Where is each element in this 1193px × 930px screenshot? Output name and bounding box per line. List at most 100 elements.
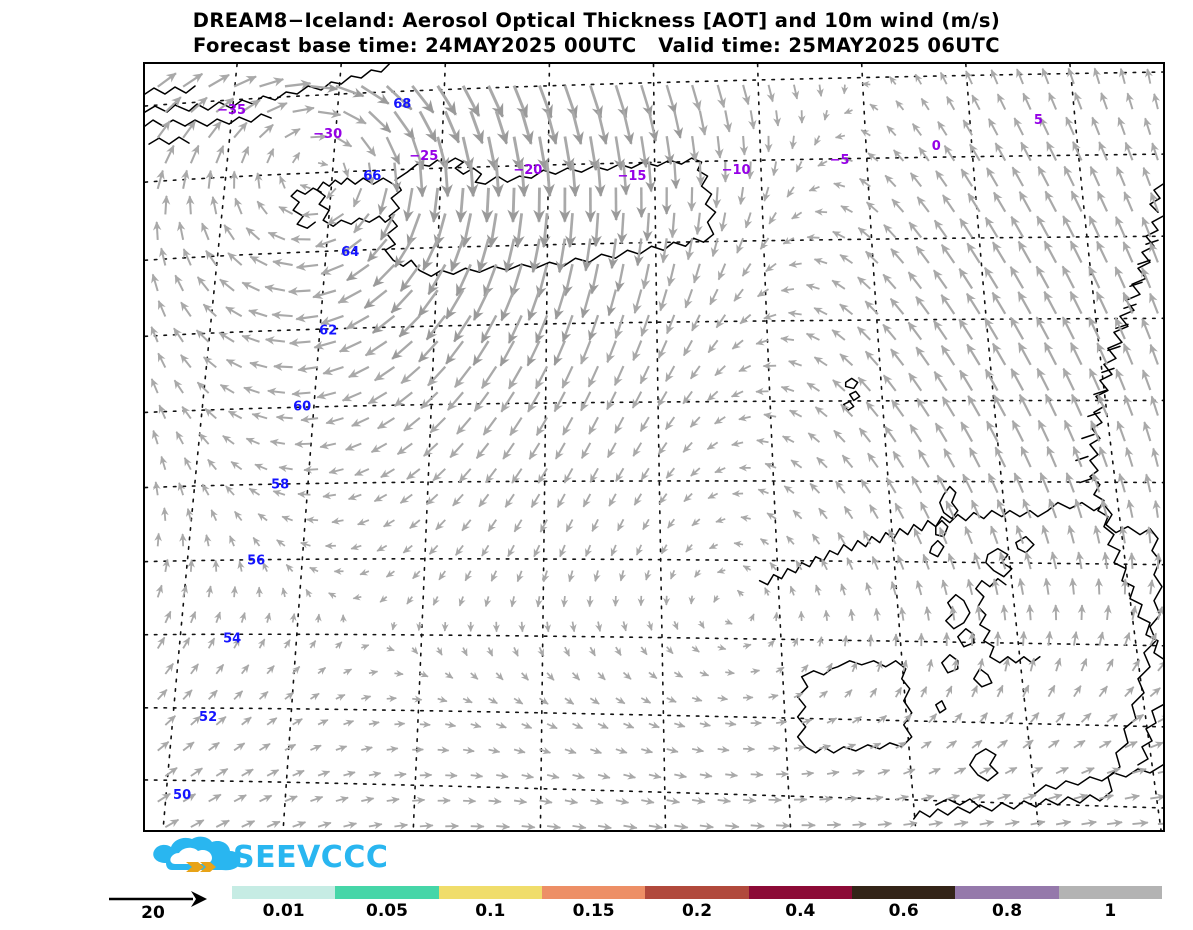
wind-arrow [173,327,184,343]
wind-arrow [241,820,256,828]
wind-arrow [822,109,830,121]
wind-arrow [1093,525,1102,544]
wind-arrow [688,595,696,605]
wind-arrow [808,184,820,192]
colorbar-segment-2 [438,886,542,899]
wind-arrow [271,310,293,320]
wind-arrow [964,526,974,545]
wind-arrow [833,181,846,190]
wind-arrow [284,79,312,90]
wind-arrow [786,186,795,198]
wind-arrow [736,237,744,254]
wind-arrow [425,493,439,506]
wind-arrow [486,647,494,657]
wind-arrow [527,391,541,413]
wind-arrow [1074,498,1083,519]
wind-arrow [865,582,873,596]
wind-arrow [965,292,981,315]
colorbar-segment-1 [335,886,439,899]
wind-arrow [1106,658,1114,672]
wind-arrow [590,797,604,806]
wind-arrow [491,162,504,198]
wind-arrow [156,169,165,190]
wind-arrow [640,263,651,290]
wind-arrow [257,638,266,649]
wind-arrow [241,716,252,726]
wind-arrow [966,578,975,596]
wind-arrow [1115,368,1126,391]
wind-arrow [1124,141,1134,161]
wind-arrow [240,145,250,164]
wind-arrow [1070,190,1083,212]
wind-arrow [564,747,577,755]
wind-arrow [632,442,643,457]
wind-arrow [159,455,168,470]
wind-arrow [159,247,168,266]
wind-arrow [967,192,981,213]
wind-arrow [537,646,545,657]
wind-arrow [1122,241,1134,263]
wind-arrow [685,544,694,553]
coastline-great-britain [913,501,1163,820]
wind-arrow [305,588,313,598]
wind-arrow [287,286,311,296]
wind-arrow [597,822,612,830]
wind-arrow [911,123,923,136]
wind-arrow [622,671,632,680]
aot-colorbar[interactable] [232,886,1162,899]
wind-arrow [427,263,447,296]
wind-arrow [368,110,392,133]
wind-arrow [793,744,806,752]
wind-arrow [500,391,515,413]
wind-arrow [668,212,678,239]
wind-arrow [589,467,599,483]
wind-arrow [776,821,791,830]
wind-arrow [953,767,967,775]
wind-arrow [998,551,1007,570]
wind-arrow [310,132,328,141]
wind-arrow [888,529,897,545]
wind-arrow [208,689,218,700]
wind-arrow [427,365,447,387]
wind-arrow [1071,393,1083,417]
wind-arrow [394,238,414,268]
wind-arrow [882,273,897,290]
wind-arrow [1091,116,1101,136]
wind-arrow [817,159,828,167]
wind-arrow [513,696,524,705]
map-plot-area[interactable]: 68 66 64 62 60 58 56 54 52 50 −35 −30 −2… [143,62,1165,832]
wind-arrow [476,238,490,273]
wind-arrow [390,622,398,631]
wind-arrow [308,640,317,649]
wind-arrow [352,593,362,601]
wind-arrow [267,387,286,396]
wind-arrow [588,646,596,657]
wind-arrow [733,540,744,548]
wind-arrow [164,662,174,675]
wind-arrow [996,684,1004,698]
wind-arrow [1096,190,1109,212]
wind-arrow [513,746,526,755]
wind-arrow [666,314,676,335]
wind-arrow [564,797,579,806]
wind-arrow [460,647,468,657]
wind-arrow [233,75,257,88]
wind-arrow [723,110,733,133]
wind-arrow [1088,368,1101,391]
wind-arrow [990,69,999,85]
wind-arrow [486,136,499,172]
wind-arrow [486,213,499,249]
wind-arrow [818,690,828,699]
wind-arrow [361,644,370,651]
map-canvas: 68 66 64 62 60 58 56 54 52 50 −35 −30 −2… [145,64,1163,830]
wind-arrow [891,198,905,213]
wind-arrow [909,423,923,443]
wind-arrow [569,621,577,633]
colorbar-segment-4 [645,886,749,899]
wind-arrow [473,391,490,412]
wind-arrow [844,743,857,751]
wind-arrow [1002,657,1011,672]
wind-arrow [715,516,726,524]
wind-arrow [1147,579,1156,595]
wind-arrow [973,552,982,570]
